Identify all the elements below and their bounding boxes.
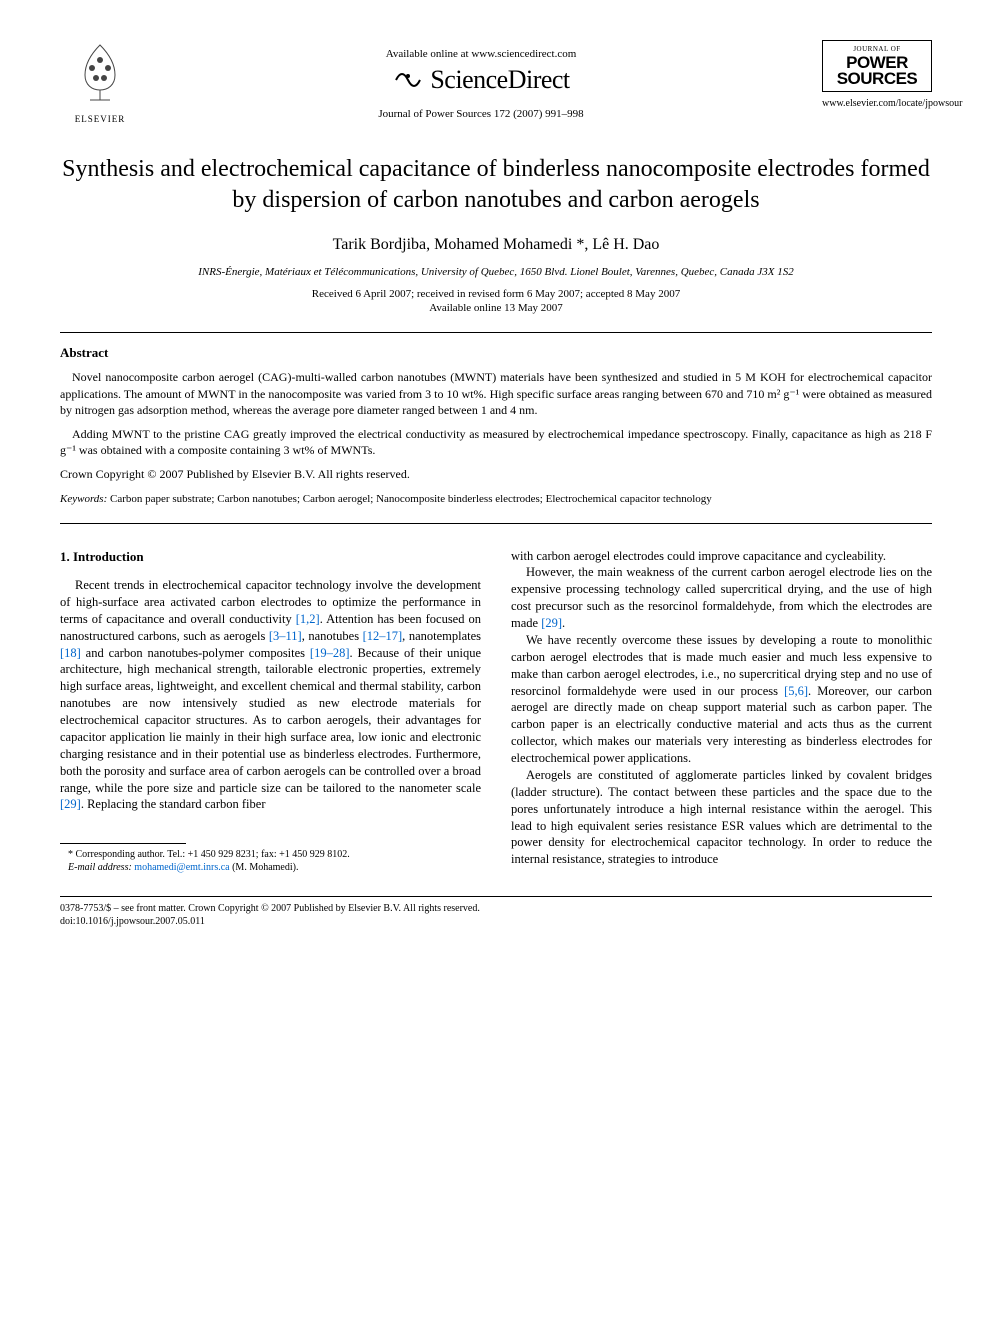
sciencedirect-text: ScienceDirect — [430, 65, 569, 95]
ref-link-8[interactable]: [5,6] — [784, 684, 808, 698]
abstract-copyright: Crown Copyright © 2007 Published by Else… — [60, 466, 932, 482]
footer-line2: doi:10.1016/j.jpowsour.2007.05.011 — [60, 915, 932, 928]
email-address[interactable]: mohamedi@emt.inrs.ca — [134, 862, 229, 873]
corresponding-author: * Corresponding author. Tel.: +1 450 929… — [60, 848, 481, 861]
body-columns: 1. Introduction Recent trends in electro… — [60, 548, 932, 875]
article-title: Synthesis and electrochemical capacitanc… — [60, 154, 932, 216]
authors: Tarik Bordjiba, Mohamed Mohamedi *, Lê H… — [60, 236, 932, 254]
email-label: E-mail address: — [68, 862, 132, 873]
center-header: Available online at www.sciencedirect.co… — [140, 40, 822, 120]
section-1-heading: 1. Introduction — [60, 548, 481, 566]
journal-reference: Journal of Power Sources 172 (2007) 991–… — [140, 108, 822, 120]
rule-bottom — [60, 523, 932, 524]
ref-link-2[interactable]: [3–11] — [269, 629, 302, 643]
journal-logo: JOURNAL OF POWER SOURCES www.elsevier.co… — [822, 40, 932, 109]
footer-line1: 0378-7753/$ – see front matter. Crown Co… — [60, 902, 932, 915]
email-suffix: (M. Mohamedi). — [230, 862, 299, 873]
header: ELSEVIER Available online at www.science… — [60, 40, 932, 124]
column-left: 1. Introduction Recent trends in electro… — [60, 548, 481, 875]
sciencedirect-icon — [392, 64, 424, 96]
ref-link-6[interactable]: [29] — [60, 797, 81, 811]
abstract-p2: Adding MWNT to the pristine CAG greatly … — [60, 426, 932, 458]
ref-link-1[interactable]: [1,2] — [296, 612, 320, 626]
intro-p1-cont: with carbon aerogel electrodes could imp… — [511, 548, 932, 565]
journal-logo-box: JOURNAL OF POWER SOURCES — [822, 40, 932, 92]
ref-link-5[interactable]: [19–28] — [310, 646, 350, 660]
dates-online: Available online 13 May 2007 — [60, 302, 932, 314]
dates-received: Received 6 April 2007; received in revis… — [60, 288, 932, 300]
abstract-p1: Novel nanocomposite carbon aerogel (CAG)… — [60, 369, 932, 418]
elsevier-logo: ELSEVIER — [60, 40, 140, 124]
sciencedirect-logo: ScienceDirect — [140, 64, 822, 96]
affiliation: INRS-Énergie, Matériaux et Télécommunica… — [60, 266, 932, 278]
intro-p3: We have recently overcome these issues b… — [511, 632, 932, 767]
ref-link-7[interactable]: [29] — [541, 616, 562, 630]
column-right: with carbon aerogel electrodes could imp… — [511, 548, 932, 875]
intro-p4: Aerogels are constituted of agglomerate … — [511, 767, 932, 868]
footer-rule — [60, 896, 932, 897]
abstract-heading: Abstract — [60, 345, 932, 361]
ref-link-4[interactable]: [18] — [60, 646, 81, 660]
ref-link-3[interactable]: [12–17] — [363, 629, 403, 643]
keywords: Keywords: Carbon paper substrate; Carbon… — [60, 493, 932, 505]
footnote-rule — [60, 843, 186, 844]
available-online-text: Available online at www.sciencedirect.co… — [140, 48, 822, 60]
email-line: E-mail address: mohamedi@emt.inrs.ca (M.… — [60, 861, 481, 874]
journal-url: www.elsevier.com/locate/jpowsour — [822, 98, 932, 109]
journal-logo-line2: SOURCES — [827, 71, 927, 87]
elsevier-tree-icon — [70, 40, 130, 110]
intro-p1: Recent trends in electrochemical capacit… — [60, 577, 481, 813]
keywords-label: Keywords: — [60, 493, 107, 505]
elsevier-label: ELSEVIER — [60, 114, 140, 124]
intro-p2: However, the main weakness of the curren… — [511, 564, 932, 632]
rule-top — [60, 332, 932, 333]
journal-logo-top: JOURNAL OF — [827, 45, 927, 53]
keywords-text: Carbon paper substrate; Carbon nanotubes… — [110, 493, 712, 505]
